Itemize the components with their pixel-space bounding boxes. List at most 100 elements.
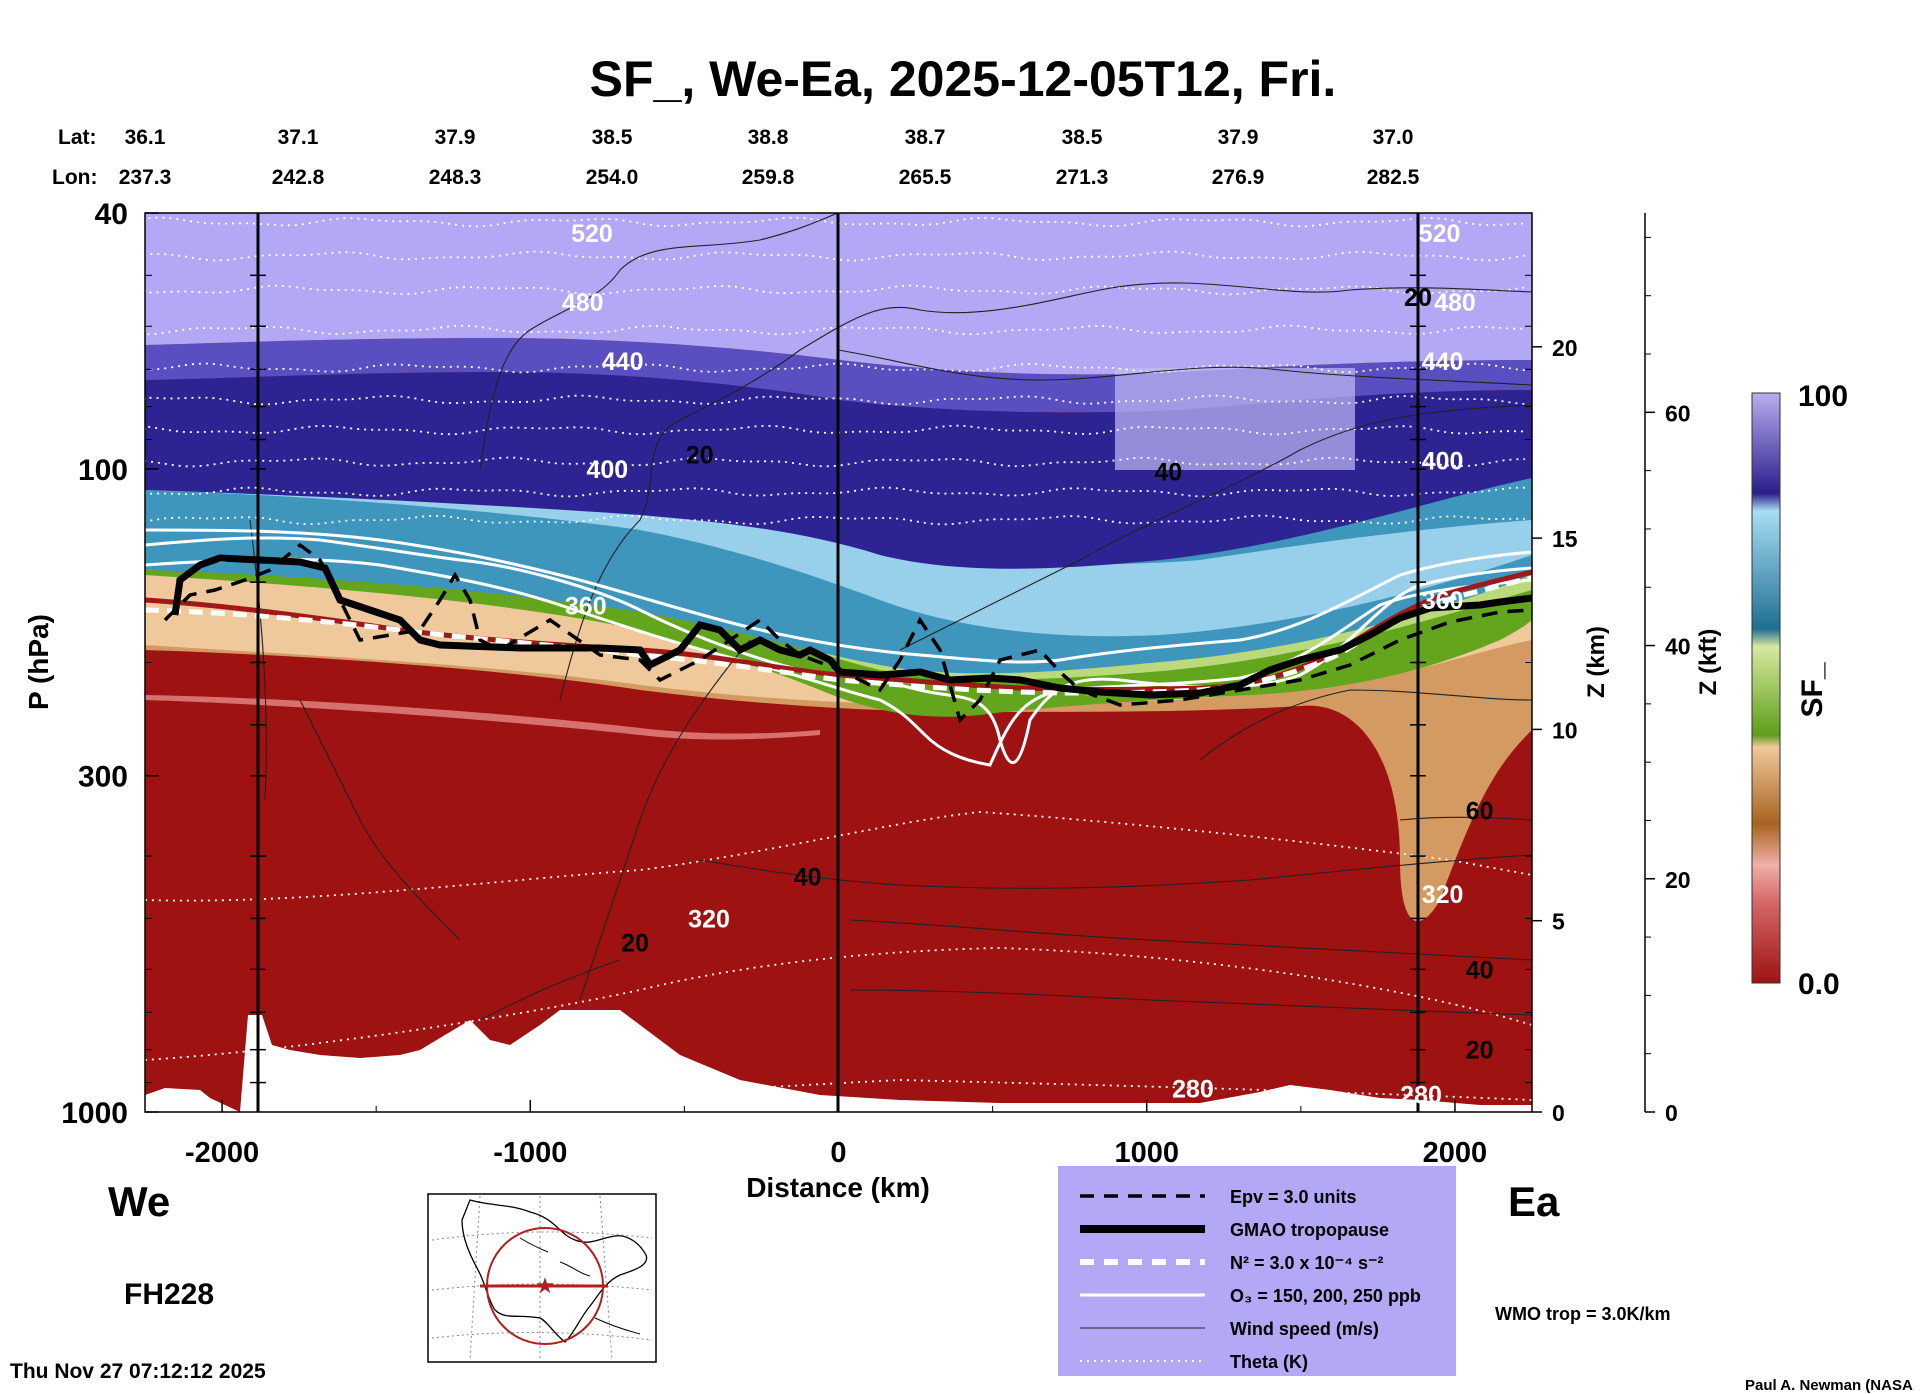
wind-speed-line: [479, 213, 839, 471]
wind-speed-label: 20: [621, 929, 649, 957]
theta-label: 280: [1400, 1082, 1442, 1110]
z-kft-tick-label: 40: [1665, 634, 1691, 660]
lon-value: 248.3: [429, 166, 482, 189]
wmo-note: WMO trop = 3.0K/km: [1495, 1304, 1671, 1324]
colorbar-max-label: 100: [1798, 380, 1848, 413]
lat-value: 36.1: [125, 126, 166, 149]
z-kft-tick-label: 60: [1665, 400, 1691, 426]
theta-label: 360: [1422, 587, 1464, 615]
theta-line: [145, 811, 1532, 902]
wind-speed-line: [249, 519, 267, 801]
x-axis: -2000 -1000 0 1000 2000: [185, 1100, 1487, 1169]
theta-line: [145, 514, 1526, 526]
lat-lon-values: 36.1 37.1 37.9 38.5 38.8 38.7 38.5 37.9 37.0 237.…: [119, 126, 1420, 189]
lat-value: 38.5: [1062, 126, 1103, 149]
wind-speed-label: 40: [1466, 956, 1494, 984]
lon-row-label: Lon:: [52, 166, 97, 189]
terrain-mask: [145, 1010, 1532, 1112]
z-km-tick-label: 20: [1552, 335, 1578, 361]
wind-speed-line: [1199, 689, 1532, 761]
theta-label: 280: [1172, 1076, 1214, 1104]
inset-map-frame: [427, 1193, 657, 1363]
sf-pink-band: [145, 695, 820, 740]
section-marker-ticks: [250, 274, 1426, 1084]
legend-label: Epv = 3.0 units: [1230, 1187, 1357, 1207]
theta-label: 520: [571, 220, 613, 248]
lat-value: 37.9: [435, 126, 476, 149]
inset-map-latitudes: [431, 1231, 653, 1341]
theta-label: 480: [562, 289, 604, 317]
lon-value: 254.0: [586, 166, 639, 189]
chart-title: SF_, We-Ea, 2025-12-05T12, Fri.: [590, 51, 1337, 107]
sf-lavender-block: [1115, 368, 1355, 470]
contour-labels: 520 520 480 480 440 440 400 400 360 360 320 320 280 2…: [562, 220, 1494, 1110]
z-kft-axis-label: Z (kft): [1695, 629, 1722, 696]
credit: Paul A. Newman (NASA: [1745, 1377, 1913, 1394]
wind-speed-line: [559, 289, 1101, 701]
wind-speed-line: [479, 959, 621, 1021]
x-tick-label: 0: [830, 1137, 846, 1169]
lat-value: 37.0: [1373, 126, 1414, 149]
lon-value: 265.5: [899, 166, 952, 189]
wind-speed-label: 20: [1404, 284, 1432, 312]
z-km-axis-label: Z (km): [1583, 626, 1610, 698]
overlay-lines: [145, 213, 1532, 1112]
z-km-axis: 0 5 10 15 20: [1532, 335, 1578, 1126]
z-km-tick-label: 5: [1552, 909, 1565, 935]
z-km-tick-label: 15: [1552, 526, 1578, 552]
inset-map: ★: [427, 1193, 657, 1363]
y-axis-label: P (hPa): [23, 614, 54, 710]
theta-label: 440: [602, 348, 644, 376]
theta-line: [145, 486, 1525, 498]
y-tick-label: 1000: [61, 1097, 128, 1130]
y-axis: 40 100 300 1000: [61, 198, 1532, 1130]
inset-map-borders: [519, 1237, 641, 1335]
lat-value: 37.1: [278, 126, 319, 149]
wind-speed-label: 20: [686, 442, 714, 470]
z-km-tick-label: 10: [1552, 717, 1578, 743]
ozone-line: [145, 557, 1532, 767]
theta-label: 320: [688, 905, 730, 933]
lon-value: 259.8: [742, 166, 795, 189]
legend-label: O₃ = 150, 200, 250 ppb: [1230, 1286, 1421, 1306]
wind-speed-label: 60: [1466, 798, 1494, 826]
theta-label: 400: [1422, 447, 1464, 475]
lat-value: 38.5: [592, 126, 633, 149]
theta-line: [145, 284, 1526, 296]
wind-speed-line: [899, 404, 1532, 651]
wind-speed-line: [849, 919, 1532, 961]
lon-value: 276.9: [1212, 166, 1265, 189]
colorbar-label: SF_: [1796, 662, 1829, 717]
wind-speed-label: 40: [1154, 459, 1182, 487]
colorbar: [1751, 392, 1781, 984]
theta-line: [145, 394, 1526, 406]
lat-row-label: Lat:: [58, 126, 97, 149]
lat-value: 38.7: [905, 126, 946, 149]
inset-map-meridians: [469, 1195, 613, 1361]
ozone-line: [145, 536, 1532, 764]
wind-speed-line: [849, 989, 1532, 1016]
z-kft-tick-label: 0: [1665, 1100, 1678, 1126]
z-km-tick-label: 0: [1552, 1100, 1565, 1126]
wind-speed-line: [837, 349, 1532, 386]
forecast-hour: FH228: [124, 1278, 214, 1311]
west-label: We: [108, 1178, 170, 1225]
lat-value: 38.8: [748, 126, 789, 149]
theta-label: 480: [1434, 289, 1476, 317]
theta-line: [145, 362, 1526, 374]
legend-label: GMAO tropopause: [1230, 1220, 1389, 1240]
wind-speed-line: [579, 639, 751, 1001]
lat-value: 37.9: [1218, 126, 1259, 149]
theta-label: 360: [565, 592, 607, 620]
legend: Epv = 3.0 units GMAO tropopause N² = 3.0 x…: [1058, 1166, 1456, 1376]
lon-value: 242.8: [272, 166, 325, 189]
theta-label: 400: [586, 456, 628, 484]
gmao-tropopause-line: [171, 554, 1532, 699]
ozone-line: [145, 528, 1532, 664]
y-tick-label: 100: [78, 454, 128, 487]
theta-label: 520: [1419, 220, 1461, 248]
legend-label: Theta (K): [1230, 1352, 1308, 1372]
y-tick-label: 40: [95, 198, 128, 231]
x-tick-label: 2000: [1423, 1137, 1488, 1169]
